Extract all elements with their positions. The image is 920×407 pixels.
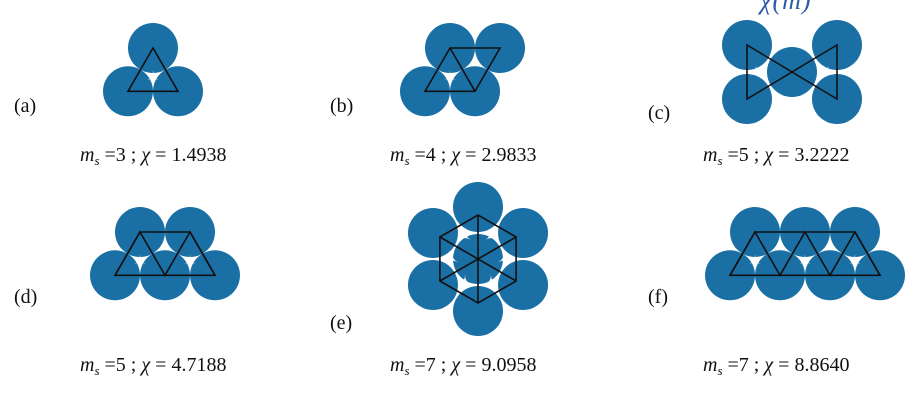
caption-f-chi-value: = 8.8640 [778, 354, 850, 376]
cluster-d [90, 207, 240, 301]
caption-c-chi-symbol: χ [764, 144, 774, 166]
caption-d: ms =5 ; χ = 4.7188 [80, 354, 227, 378]
caption-f-chi-symbol: χ [764, 354, 774, 376]
diagonal-b [449, 47, 476, 92]
caption-d-m-value: =5 ; [104, 354, 137, 376]
clipped-header-text: χ(m) [760, 0, 812, 15]
caption-c: ms =5 ; χ = 3.2222 [703, 144, 850, 168]
disc-e-3 [453, 286, 503, 336]
triangle-c-left [746, 43, 794, 101]
gap-d-2 [184, 254, 196, 265]
gap-a-0 [147, 70, 159, 81]
gap-e-5 [498, 252, 510, 263]
gap-e-1 [459, 229, 471, 240]
gap-b-1 [444, 70, 456, 81]
gap-b-0 [469, 55, 481, 66]
caption-c-chi-value: = 3.2222 [778, 144, 850, 166]
caption-a-chi-symbol: χ [141, 144, 151, 166]
caption-a-m-sub: s [94, 153, 100, 168]
caption-e-m-sub: s [404, 363, 410, 378]
caption-e-m-value: =7 ; [414, 354, 447, 376]
panel-label-d: (d) [14, 286, 38, 308]
caption-a: ms =3 ; χ = 1.4938 [80, 144, 227, 168]
caption-b: ms =4 ; χ = 2.9833 [390, 144, 537, 168]
gap-e-3 [459, 275, 471, 285]
cluster-e [407, 182, 549, 336]
caption-f: ms =7 ; χ = 8.8640 [703, 354, 850, 378]
caption-b-chi-value: = 2.9833 [465, 144, 537, 166]
caption-b-m-symbol: m [390, 144, 405, 166]
zigzag-f [729, 230, 881, 277]
gap-f-low-0 [749, 254, 761, 265]
gap-f-high-0 [774, 239, 786, 250]
disc-e-4 [498, 260, 549, 310]
caption-e: ms =7 ; χ = 9.0958 [390, 354, 537, 378]
zigzag-d [114, 230, 216, 277]
caption-e-m-symbol: m [390, 354, 405, 376]
caption-d-chi-value: = 4.7188 [155, 354, 227, 376]
caption-f-m-value: =7 ; [727, 354, 760, 376]
caption-e-chi-symbol: χ [451, 354, 461, 376]
caption-b-chi-symbol: χ [451, 144, 461, 166]
caption-c-m-symbol: m [703, 144, 718, 166]
caption-a-m-value: =3 ; [104, 144, 137, 166]
triangle-c-right [790, 43, 838, 101]
caption-b-m-sub: s [404, 153, 410, 168]
cluster-f [705, 207, 905, 301]
caption-e-chi-value: = 9.0958 [465, 354, 537, 376]
caption-d-chi-symbol: χ [141, 354, 151, 376]
panel-label-e: (e) [330, 312, 353, 334]
gap-f-low-2 [849, 254, 861, 265]
triangle-a [126, 46, 180, 93]
disc-e-1 [407, 208, 458, 258]
cluster-a [103, 23, 203, 117]
gap-f-low-1 [799, 254, 811, 265]
caption-a-m-symbol: m [80, 144, 95, 166]
hexagon-e-spoke-2 [439, 236, 517, 282]
caption-a-chi-value: = 1.4938 [155, 144, 227, 166]
gap-d-1 [159, 239, 171, 250]
caption-f-m-symbol: m [703, 354, 718, 376]
panel-label-f: (f) [648, 286, 668, 308]
caption-f-m-sub: s [717, 363, 723, 378]
gap-c-0 [750, 65, 762, 76]
panel-label-c: (c) [648, 102, 671, 124]
gap-c-1 [822, 65, 834, 76]
disc-e-5 [498, 208, 549, 258]
gap-d-0 [134, 254, 146, 265]
disc-e-0 [453, 182, 503, 232]
gap-f-high-1 [824, 239, 836, 250]
panel-label-a: (a) [14, 95, 37, 117]
disc-e-2 [407, 260, 458, 310]
caption-c-m-value: =5 ; [727, 144, 760, 166]
gap-e-0 [485, 229, 497, 240]
gap-e-2 [446, 252, 458, 263]
caption-d-m-symbol: m [80, 354, 95, 376]
gap-e-4 [485, 275, 497, 285]
caption-d-m-sub: s [94, 363, 100, 378]
cluster-b [400, 23, 525, 117]
caption-b-m-value: =4 ; [414, 144, 447, 166]
caption-c-m-sub: s [717, 153, 723, 168]
cluster-c [722, 20, 862, 124]
panel-label-b: (b) [330, 95, 354, 117]
